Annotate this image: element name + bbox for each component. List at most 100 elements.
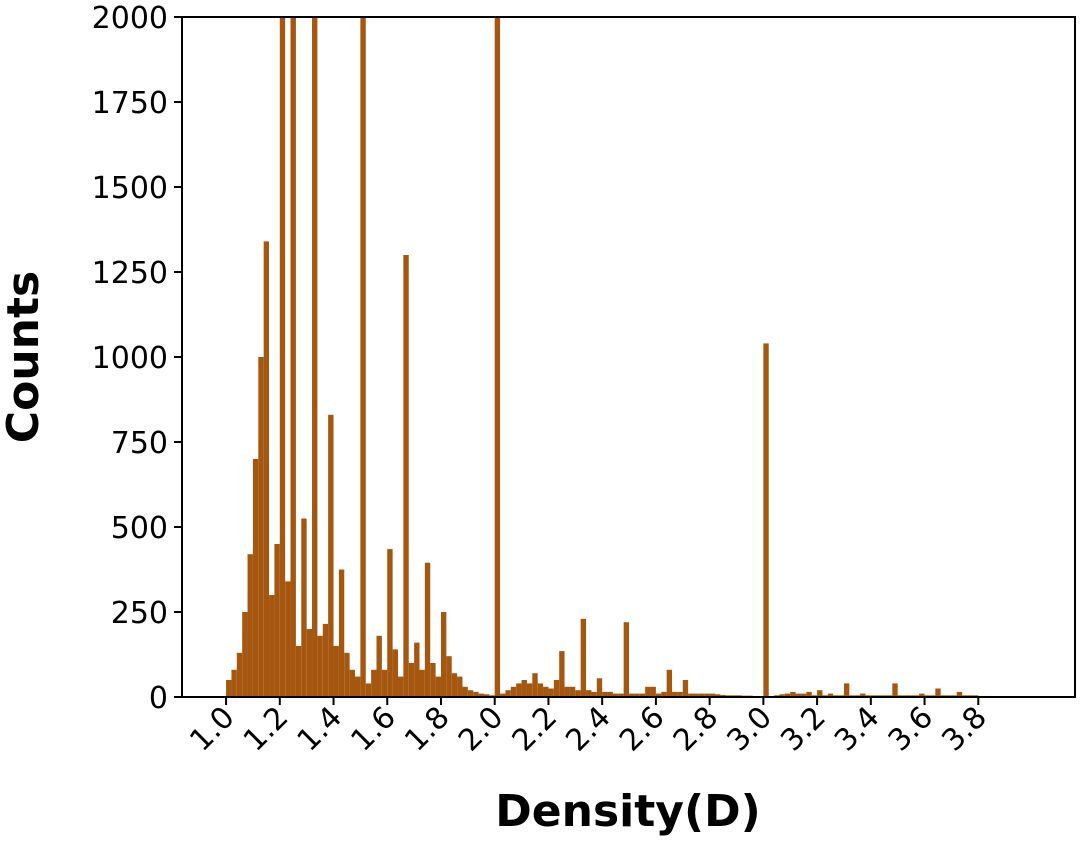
bar <box>843 683 850 697</box>
bar <box>371 669 377 697</box>
bar <box>806 691 812 697</box>
x-tick-label: 3.6 <box>882 700 940 758</box>
bar <box>521 680 527 697</box>
bar <box>483 694 490 697</box>
bar <box>392 649 398 697</box>
bar <box>629 693 635 697</box>
bar <box>376 635 382 697</box>
bar <box>328 414 334 697</box>
x-tick-label: 2.8 <box>667 700 725 758</box>
bar <box>532 673 538 697</box>
bar <box>790 691 796 697</box>
bar <box>575 690 581 697</box>
bar <box>446 656 452 697</box>
bar <box>715 694 721 697</box>
x-tick-label: 3.4 <box>828 700 886 758</box>
bar <box>500 693 506 697</box>
bar <box>919 693 925 697</box>
bar <box>553 680 560 697</box>
bar <box>451 673 458 697</box>
y-tick-label: 0 <box>149 681 168 716</box>
bar <box>650 686 656 697</box>
bar <box>317 635 323 697</box>
x-tick-label: 2.0 <box>452 700 510 758</box>
bar <box>779 694 785 697</box>
bar <box>634 693 640 697</box>
bar <box>639 693 646 697</box>
x-tick-label: 3.0 <box>721 700 779 758</box>
bar <box>365 683 372 697</box>
bar <box>381 669 388 697</box>
bar <box>360 17 366 697</box>
x-tick-label: 1.6 <box>344 700 402 758</box>
x-tick-label: 3.8 <box>935 700 993 758</box>
bar <box>505 690 511 697</box>
bar <box>387 549 393 697</box>
bar <box>661 691 667 697</box>
bar <box>591 691 597 697</box>
bar <box>403 255 409 697</box>
bar <box>322 623 329 697</box>
bar <box>516 683 522 697</box>
y-tick-label: 1250 <box>92 256 168 291</box>
bar <box>655 693 662 697</box>
bar <box>295 646 302 697</box>
bar <box>414 642 420 697</box>
bar <box>279 17 286 697</box>
bar <box>263 241 270 697</box>
bar <box>709 693 716 697</box>
bar <box>784 693 791 697</box>
bar <box>473 691 479 697</box>
bar <box>242 612 248 697</box>
bar <box>677 691 683 697</box>
bar <box>478 693 484 697</box>
bar <box>612 693 619 697</box>
bar <box>586 690 592 697</box>
x-tick-label: 2.6 <box>613 700 671 758</box>
bar <box>424 562 431 697</box>
bar <box>338 569 345 697</box>
bar <box>618 693 624 697</box>
bar <box>510 686 517 697</box>
bar <box>548 688 554 697</box>
bar <box>569 686 576 697</box>
bar <box>795 693 801 697</box>
bar <box>285 581 291 697</box>
y-axis-title: Counts <box>0 271 49 443</box>
bar <box>956 691 963 697</box>
x-tick-label: 1.8 <box>398 700 456 758</box>
bar <box>698 693 705 697</box>
bar <box>274 544 280 697</box>
bar <box>269 595 275 697</box>
x-tick-label: 1.2 <box>237 700 295 758</box>
bar <box>397 676 404 697</box>
bars <box>226 17 1033 697</box>
bar <box>607 691 613 697</box>
bar <box>494 17 501 697</box>
bar <box>252 459 259 697</box>
bar <box>672 691 678 697</box>
y-tick-label: 1000 <box>92 341 168 376</box>
y-tick-label: 1500 <box>92 171 168 206</box>
bar <box>602 691 608 697</box>
bar <box>537 683 544 697</box>
bar <box>355 676 361 697</box>
bar <box>559 651 565 697</box>
bar <box>935 688 941 697</box>
x-tick-label: 1.0 <box>183 700 241 758</box>
y-tick-label: 2000 <box>92 1 168 36</box>
x-tick-label: 2.2 <box>506 700 564 758</box>
bar <box>430 663 436 697</box>
bar <box>312 17 318 697</box>
y-tick-label: 1750 <box>92 86 168 121</box>
bar <box>693 693 699 697</box>
bar <box>543 686 549 697</box>
bar <box>682 680 689 697</box>
bar <box>688 693 694 697</box>
bar <box>408 663 415 697</box>
bar <box>306 629 313 697</box>
bar <box>349 669 356 697</box>
bar <box>333 646 339 697</box>
bar <box>440 612 447 697</box>
